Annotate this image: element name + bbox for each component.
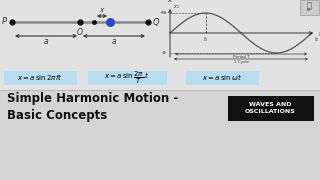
Text: $x = a\,\sin \dfrac{2\pi}{T}\,t$: $x = a\,\sin \dfrac{2\pi}{T}\,t$	[104, 69, 149, 86]
Text: $x$: $x$	[99, 6, 105, 14]
Text: ⦾: ⦾	[307, 1, 311, 10]
Text: +a: +a	[160, 10, 167, 15]
Text: ET: ET	[307, 8, 311, 12]
Text: $a$: $a$	[43, 37, 49, 46]
Text: $t_1$: $t_1$	[203, 35, 208, 44]
FancyBboxPatch shape	[228, 96, 314, 120]
FancyBboxPatch shape	[87, 71, 166, 84]
FancyBboxPatch shape	[186, 71, 259, 84]
Text: $t$: $t$	[318, 28, 320, 38]
FancyBboxPatch shape	[4, 71, 76, 84]
Text: Q: Q	[153, 17, 160, 26]
Text: $t_2$: $t_2$	[314, 35, 320, 44]
Text: P: P	[2, 17, 7, 26]
Text: $x = a\,\sin 2\pi ft$: $x = a\,\sin 2\pi ft$	[17, 73, 63, 82]
FancyBboxPatch shape	[300, 0, 318, 15]
Text: -a: -a	[162, 51, 167, 55]
Text: WAVES AND
OSCILLATIONS: WAVES AND OSCILLATIONS	[245, 102, 296, 114]
Text: Simple Harmonic Motion -
Basic Concepts: Simple Harmonic Motion - Basic Concepts	[7, 92, 178, 122]
Text: $x_1$: $x_1$	[173, 3, 180, 11]
Text: $a$: $a$	[111, 37, 117, 46]
Text: $x$: $x$	[167, 0, 173, 4]
Text: Period T: Period T	[233, 55, 249, 59]
Text: 1 Cycle: 1 Cycle	[234, 60, 249, 64]
Text: O: O	[77, 28, 83, 37]
Bar	[0, 0, 320, 90]
Text: $x = a\,\sin \omega t$: $x = a\,\sin \omega t$	[202, 73, 242, 82]
Bar	[0, 90, 320, 180]
